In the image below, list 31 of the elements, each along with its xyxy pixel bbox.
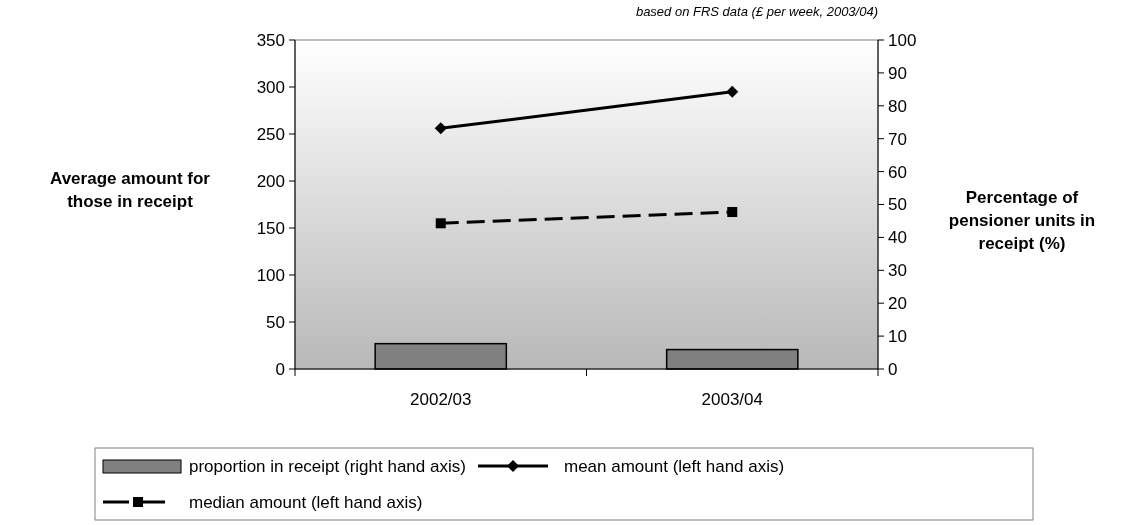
- y-axis-title: Average amount for those in receipt: [50, 169, 211, 211]
- x-tick-label: 2002/03: [410, 390, 472, 409]
- y2-tick-label: 90: [888, 63, 907, 83]
- y2-tick-label: 0: [888, 359, 898, 379]
- y-tick-label: 350: [256, 30, 285, 50]
- y-tick-label: 0: [275, 359, 285, 379]
- point: [434, 122, 447, 135]
- point: [726, 85, 739, 98]
- y2-tick-label: 50: [888, 195, 907, 215]
- x-tick-label: 2003/04: [701, 390, 763, 409]
- y-tick-label: 200: [256, 171, 285, 191]
- y2-tick-label: 10: [888, 327, 907, 347]
- legend-label: mean amount (left hand axis): [564, 456, 785, 476]
- y2-tick-label: 70: [888, 129, 907, 149]
- legend-label: median amount (left hand axis): [189, 492, 423, 512]
- y2-tick-label: 100: [888, 30, 917, 50]
- y2-tick-label: 80: [888, 96, 907, 116]
- y2-tick-label: 30: [888, 261, 907, 281]
- point: [727, 207, 738, 218]
- y-tick-label: 250: [256, 124, 285, 144]
- y2-tick-label: 60: [888, 162, 907, 182]
- y2-tick-label: 40: [888, 228, 907, 248]
- y-tick-label: 150: [256, 218, 285, 238]
- y-tick-label: 100: [256, 265, 285, 285]
- y-tick-label: 300: [256, 77, 285, 97]
- text: based on FRS data (£ per week, 2003/04): [635, 4, 878, 19]
- point: [435, 218, 446, 229]
- y2-axis-title: Percentage of pensioner units in receipt (%): [948, 188, 1096, 253]
- y2-tick-label: 20: [888, 294, 907, 314]
- y-tick-label: 50: [266, 312, 285, 332]
- legend-label: proportion in receipt (right hand axis): [189, 456, 466, 476]
